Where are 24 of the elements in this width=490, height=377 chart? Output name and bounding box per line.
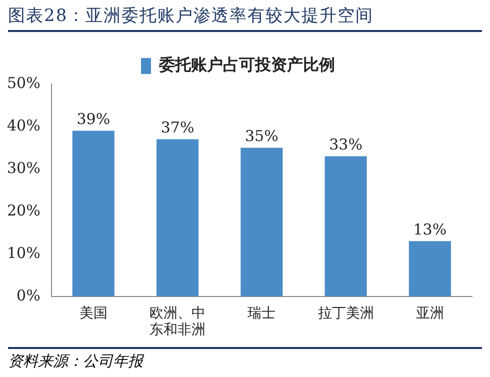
bar — [408, 241, 451, 296]
text: 13% — [413, 220, 447, 239]
text: 35% — [245, 127, 278, 146]
bar — [156, 139, 199, 296]
y-tick-label: 40% — [6, 116, 40, 134]
x-tick-label: 欧洲、中东和非洲 — [150, 305, 206, 338]
y-tick-label: 20% — [6, 201, 40, 220]
y-tick-label: 50% — [6, 74, 40, 92]
text: 39% — [76, 110, 110, 128]
x-tick-label: 亚洲 — [416, 305, 444, 322]
text: 33% — [329, 136, 362, 154]
y-tick-label: 30% — [6, 158, 40, 177]
x-tick-label: 美国 — [79, 305, 108, 322]
x-tick-label: 瑞士 — [248, 305, 276, 322]
x-tick-label: 拉丁美洲 — [318, 305, 374, 322]
y-tick-label: 10% — [6, 244, 40, 262]
text: 资料来源：公司年报 — [8, 347, 482, 371]
bar — [324, 156, 367, 296]
bar — [240, 148, 283, 296]
text: 37% — [160, 118, 194, 137]
y-tick-label: 0% — [16, 286, 40, 304]
legend-label: 委托账户占可投资产比例 — [158, 55, 335, 74]
bar — [72, 130, 114, 296]
chart-title: 图表28：亚洲委托账户渗透率有较大提升空间 — [8, 4, 482, 32]
